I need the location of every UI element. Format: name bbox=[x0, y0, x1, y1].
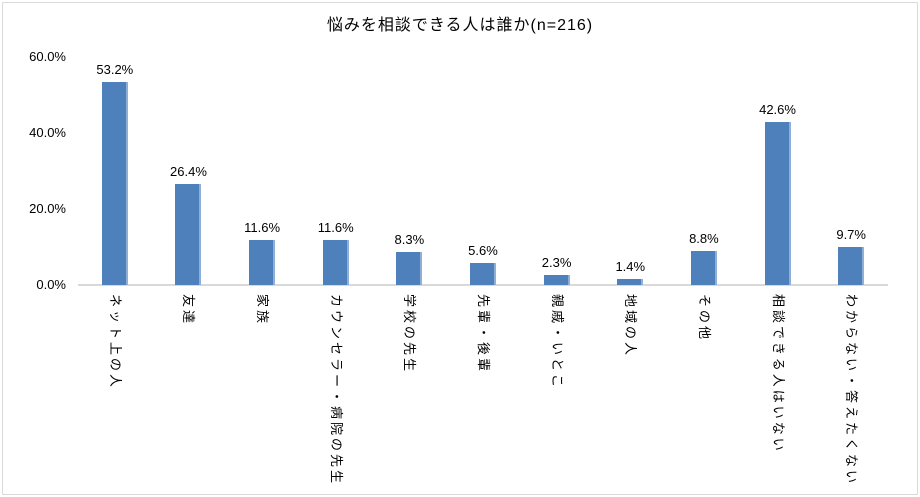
bar-data-label: 1.4% bbox=[615, 258, 646, 274]
bar bbox=[249, 239, 276, 285]
x-axis-category-label-text: 地域の人 bbox=[623, 294, 639, 359]
bar bbox=[838, 247, 865, 285]
x-axis-line bbox=[78, 284, 888, 286]
x-axis-category-label-text: カウンセラー・病院の先生 bbox=[328, 294, 344, 487]
x-axis-category-label-text: 学校の先生 bbox=[402, 294, 418, 375]
x-axis-category-label-text: 先輩・後輩 bbox=[476, 294, 491, 375]
bar bbox=[764, 122, 791, 285]
bar bbox=[396, 252, 423, 285]
bar-data-label: 53.2% bbox=[96, 61, 134, 77]
x-axis-category-label-text: 友達 bbox=[181, 294, 197, 327]
x-axis-category-label-text: 親戚・いとこ bbox=[549, 294, 565, 391]
bar-data-label: 11.6% bbox=[317, 219, 354, 235]
y-axis-tick-label: 40.0% bbox=[29, 125, 66, 140]
bar bbox=[617, 278, 644, 285]
bar bbox=[543, 275, 570, 285]
bar-data-label: 11.6% bbox=[244, 219, 281, 235]
bar bbox=[322, 239, 349, 285]
bar-data-label: 9.7% bbox=[836, 227, 866, 243]
y-axis-tick-label: 20.0% bbox=[29, 201, 66, 216]
x-axis-category-label-text: 相談できる人はいない bbox=[770, 294, 786, 454]
bar-data-label: 8.8% bbox=[689, 230, 719, 246]
x-axis-category-label-text: ネット上の人 bbox=[107, 294, 123, 391]
x-axis-category-label-text: 家族 bbox=[255, 294, 271, 327]
bar-data-label: 8.3% bbox=[394, 232, 425, 248]
bar-data-label: 26.4% bbox=[170, 163, 207, 179]
bar-data-label: 5.6% bbox=[468, 242, 498, 258]
bar bbox=[175, 183, 202, 285]
bar-data-label: 2.3% bbox=[541, 255, 572, 271]
chart-title: 悩みを相談できる人は誰か(n=216) bbox=[326, 17, 594, 34]
bar-data-label: 42.6% bbox=[759, 102, 796, 118]
bar bbox=[101, 81, 128, 285]
x-axis-category-label-text: わからない・答えたくない bbox=[844, 294, 860, 487]
x-axis-category-label-text: その他 bbox=[696, 294, 712, 343]
y-axis-tick-label: 60.0% bbox=[29, 49, 66, 64]
y-axis-tick-label: 0.0% bbox=[36, 277, 66, 292]
bar bbox=[470, 262, 496, 285]
bar bbox=[690, 250, 717, 285]
